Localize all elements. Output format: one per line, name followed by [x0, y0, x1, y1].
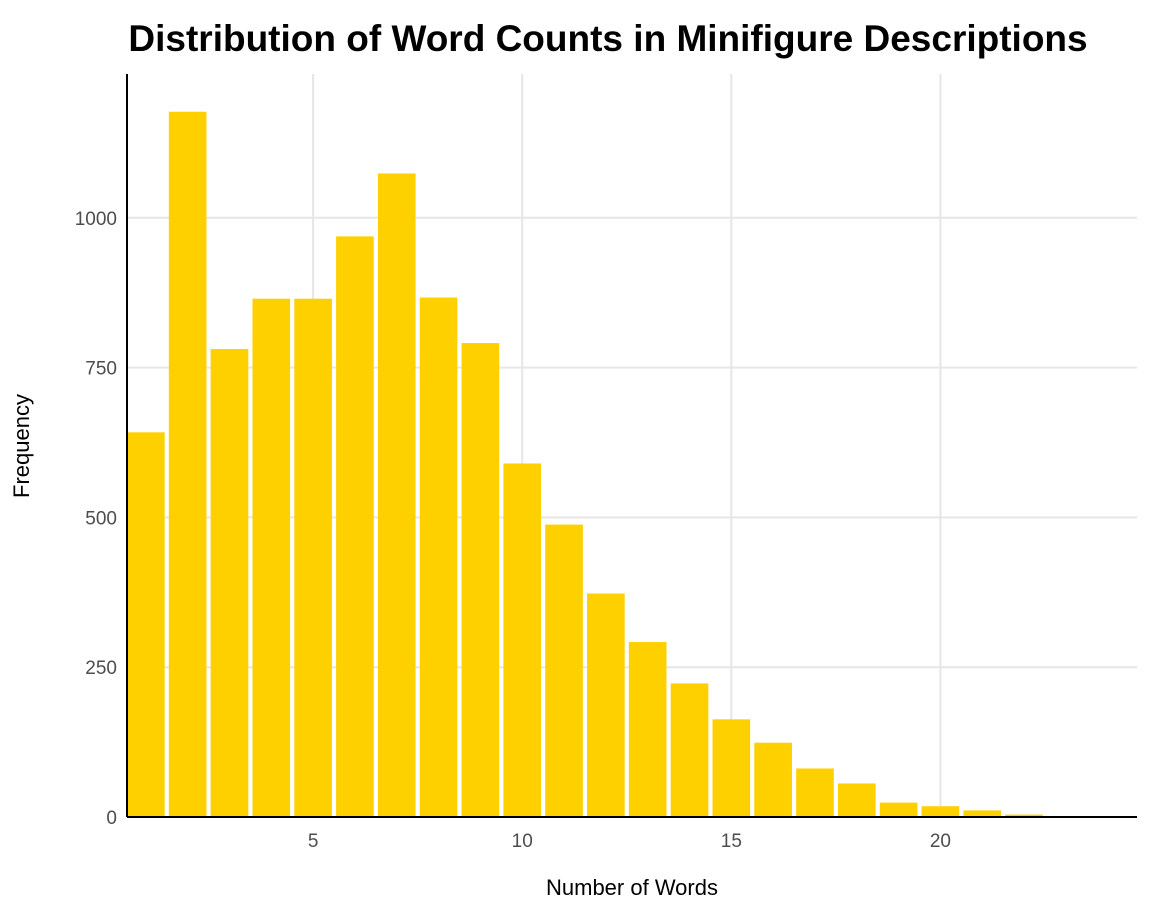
bar: [336, 236, 374, 817]
y-tick-label: 750: [85, 359, 117, 380]
bar: [796, 768, 834, 817]
bar: [879, 802, 918, 817]
bar: [754, 742, 792, 817]
bar: [503, 463, 542, 817]
bar: [377, 173, 416, 817]
y-axis-title: Frequency: [9, 394, 34, 498]
bar: [210, 349, 249, 817]
bar: [587, 593, 625, 817]
bar: [252, 298, 291, 817]
x-axis-title: Number of Words: [546, 875, 718, 900]
bar: [837, 783, 876, 817]
y-tick-label: 1000: [75, 209, 117, 230]
y-tick-label: 250: [85, 658, 117, 679]
chart-title: Distribution of Word Counts in Minifigur…: [128, 18, 1088, 59]
bar: [628, 642, 667, 817]
bar: [921, 806, 960, 817]
bar: [1005, 814, 1043, 817]
y-tick-label: 500: [85, 508, 117, 529]
bar: [461, 343, 500, 817]
bar: [168, 111, 207, 817]
x-tick-label: 20: [930, 831, 951, 852]
bar: [419, 297, 458, 817]
bar: [670, 683, 709, 817]
x-tick-label: 15: [721, 831, 742, 852]
bar: [712, 719, 751, 817]
bar: [545, 524, 583, 817]
bar: [963, 810, 1002, 817]
y-tick-label: 0: [106, 808, 117, 829]
x-tick-label: 5: [308, 831, 319, 852]
x-tick-label: 10: [512, 831, 533, 852]
bar: [294, 298, 332, 817]
bar: [127, 432, 165, 817]
